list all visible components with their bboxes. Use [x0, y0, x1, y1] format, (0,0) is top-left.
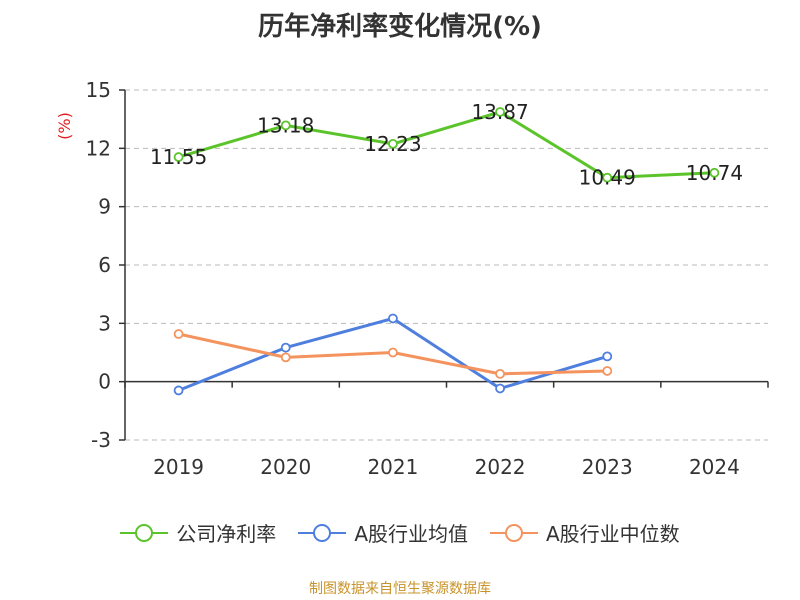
y-tick-label: 9: [98, 195, 111, 219]
legend: 公司净利率 A股行业均值 A股行业中位数: [0, 518, 800, 547]
legend-label: A股行业中位数: [546, 522, 680, 546]
data-labels: 11.55 13.18 12.23 13.87 10.49 10.74: [150, 100, 743, 190]
data-point: [602, 351, 613, 362]
gridlines: [125, 89, 768, 441]
data-point: [495, 383, 505, 394]
y-tick-label: -3: [91, 428, 111, 452]
data-point: [495, 107, 505, 117]
legend-label: 公司净利率: [176, 522, 277, 546]
data-label: 12.23: [364, 132, 421, 156]
data-label: 13.87: [471, 100, 528, 124]
y-tick-label: 3: [98, 311, 111, 335]
y-tick-label: 12: [86, 136, 111, 160]
x-tick-label: 2022: [475, 455, 526, 479]
series-lines: [173, 107, 720, 396]
data-label: 10.49: [579, 166, 636, 190]
chart-title: 历年净利率变化情况(%): [258, 12, 542, 42]
axes: -3 0 3 6 9 12 15 2019 2020 2021 2022 2023 2024 (%): [55, 78, 769, 479]
data-point: [388, 138, 398, 149]
y-tick-label: 15: [86, 78, 111, 102]
data-point: [280, 342, 291, 353]
x-tick-label: 2023: [582, 455, 633, 479]
data-point: [388, 347, 398, 358]
y-tick-label: 6: [98, 253, 111, 277]
data-point: [173, 385, 184, 396]
data-label: 13.18: [257, 113, 314, 137]
series-line-0: [178, 110, 715, 180]
legend-item[interactable]: A股行业均值: [298, 518, 468, 547]
x-tick-label: 2024: [689, 455, 740, 479]
legend-item[interactable]: A股行业中位数: [490, 518, 680, 547]
data-point: [173, 329, 184, 339]
data-label: 11.55: [150, 145, 207, 169]
y-tick-label: 0: [98, 370, 111, 394]
legend-line-marker-icon: [120, 523, 169, 542]
data-point: [495, 368, 505, 379]
data-point: [173, 152, 184, 162]
legend-item[interactable]: 公司净利率: [120, 518, 276, 547]
x-tick-label: 2021: [367, 455, 418, 479]
legend-label: A股行业均值: [354, 522, 468, 546]
x-tick-label: 2020: [260, 455, 311, 479]
legend-line-marker-icon: [490, 523, 538, 542]
data-point: [709, 167, 720, 178]
x-tick-label: 2019: [153, 455, 204, 479]
data-point: [280, 352, 291, 363]
data-point: [602, 366, 613, 376]
data-label: 10.74: [686, 161, 743, 185]
legend-line-marker-icon: [298, 523, 347, 542]
source-note: 制图数据来自恒生聚源数据库: [309, 581, 491, 597]
data-point: [602, 172, 613, 183]
data-point: [280, 120, 291, 131]
data-point: [388, 313, 398, 324]
y-axis-label: (%): [55, 112, 74, 140]
